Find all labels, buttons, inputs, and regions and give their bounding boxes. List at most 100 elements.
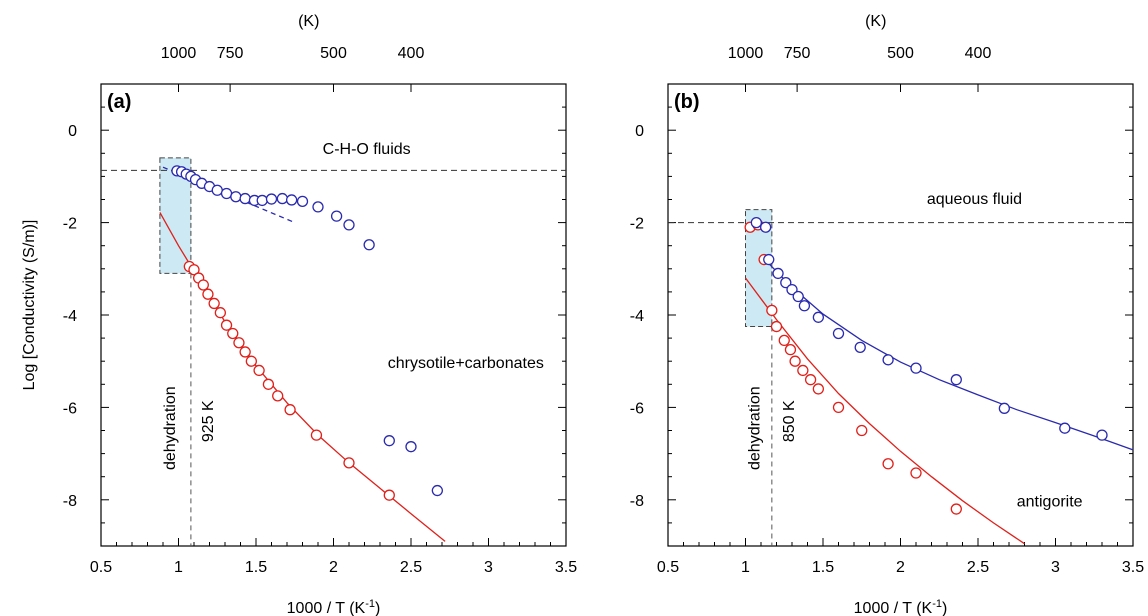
data-point [202, 288, 214, 300]
data-point [276, 192, 289, 205]
data-point [239, 346, 251, 358]
data-point [763, 253, 775, 266]
top-tick-label: 500 [320, 45, 347, 62]
top-axis-label: (K) [298, 13, 319, 30]
data-point [812, 383, 824, 395]
x-tick-label: 0.5 [90, 559, 112, 576]
data-point [197, 279, 209, 291]
data-point [760, 221, 772, 233]
data-point [220, 319, 233, 331]
y-tick-label: -6 [630, 400, 644, 417]
data-point [766, 304, 778, 317]
reference-line-label: C-H-O fluids [323, 141, 411, 158]
y-tick-label: -6 [63, 400, 77, 417]
data-point [832, 401, 845, 414]
x-tick-label: 2 [329, 559, 338, 576]
data-point [910, 467, 922, 479]
data-point [856, 424, 868, 437]
data-point [431, 484, 444, 497]
y-tick-label: 0 [68, 123, 77, 140]
data-point [1096, 429, 1108, 441]
transition-label: 925 K [200, 400, 217, 442]
panel-b: 0.5 1 1.5 2 2.5 3 3.5 0 -2 -4 -6 -8 1000 750 500 400 (K)… [630, 13, 1144, 616]
data-point [227, 327, 239, 340]
data-point [363, 239, 375, 251]
top-tick-label: 1000 [161, 45, 197, 62]
data-point [770, 320, 783, 333]
x-tick-label: 2.5 [400, 559, 422, 576]
data-point [256, 194, 268, 207]
data-point [882, 354, 894, 366]
data-point [239, 192, 251, 205]
data-point [950, 374, 962, 386]
data-point [1059, 422, 1071, 434]
top-tick-label: 750 [217, 45, 244, 62]
y-tick-label: -2 [630, 216, 644, 233]
x-tick-label: 0.5 [657, 559, 679, 576]
data-point [797, 364, 809, 377]
fit-curve [159, 212, 446, 542]
x-tick-label: 2.5 [967, 559, 989, 576]
series-label: antigorite [1017, 494, 1083, 511]
x-axis-title: 1000 / T (K-1) [287, 598, 381, 616]
data-point [214, 307, 227, 319]
fit-curve [162, 166, 296, 224]
data-point [798, 300, 811, 312]
top-tick-label: 500 [887, 45, 914, 62]
data-point [786, 283, 798, 296]
x-axis-title: 1000 / T (K-1) [854, 598, 948, 616]
data-point [253, 364, 265, 377]
data-point [188, 264, 200, 276]
data-point [310, 429, 323, 441]
data-point [854, 341, 866, 353]
series-label: chrysotile+carbonates [388, 355, 544, 372]
data-point [750, 216, 762, 229]
reference-line-label: aqueous fluid [927, 191, 1022, 208]
plot-frame [667, 83, 1134, 547]
data-point [383, 435, 395, 447]
panel-label: (b) [674, 91, 700, 113]
x-tick-label: 1.5 [812, 559, 834, 576]
fit-curve [766, 261, 1134, 451]
y-tick-label: -4 [63, 308, 77, 325]
data-point [262, 378, 275, 390]
data-point [285, 194, 298, 206]
top-tick-label: 400 [398, 45, 425, 62]
x-tick-label: 3.5 [555, 559, 577, 576]
data-point [284, 404, 296, 416]
y-tick-label: -4 [630, 308, 644, 325]
x-tick-label: 3 [1051, 559, 1060, 576]
dehydration-label: dehydration [162, 386, 179, 470]
data-point [343, 457, 355, 469]
x-tick-label: 2 [896, 559, 905, 576]
y-tick-label: 0 [635, 123, 644, 140]
x-tick-label: 1 [741, 559, 750, 576]
fit-curve [744, 277, 1025, 545]
top-tick-label: 400 [965, 45, 992, 62]
transition-label: 850 K [781, 400, 798, 442]
data-point [208, 297, 220, 310]
data-point [220, 187, 233, 200]
data-point [812, 311, 824, 323]
data-point [792, 290, 804, 303]
panel-a: 0.5 1 1.5 2 2.5 3 3.5 0 -2 -4 -6 -8 1000 750 500 400 (K)… [63, 13, 577, 616]
x-tick-label: 3 [484, 559, 493, 576]
x-tick-label: 3.5 [1122, 559, 1144, 576]
top-tick-label: 1000 [728, 45, 764, 62]
y-tick-label: -8 [63, 493, 77, 510]
top-axis-label: (K) [865, 13, 886, 30]
dehydration-label: dehydration [746, 386, 763, 470]
data-point [780, 277, 792, 289]
data-point [950, 503, 962, 515]
data-point [789, 355, 801, 367]
data-point [245, 355, 258, 367]
data-point [405, 441, 417, 453]
data-point [882, 458, 894, 470]
data-point [998, 402, 1010, 414]
panel-label: (a) [107, 91, 131, 113]
x-tick-label: 1 [174, 559, 183, 576]
data-point [784, 343, 797, 356]
y-tick-label: -2 [63, 216, 77, 233]
data-point [330, 210, 343, 222]
